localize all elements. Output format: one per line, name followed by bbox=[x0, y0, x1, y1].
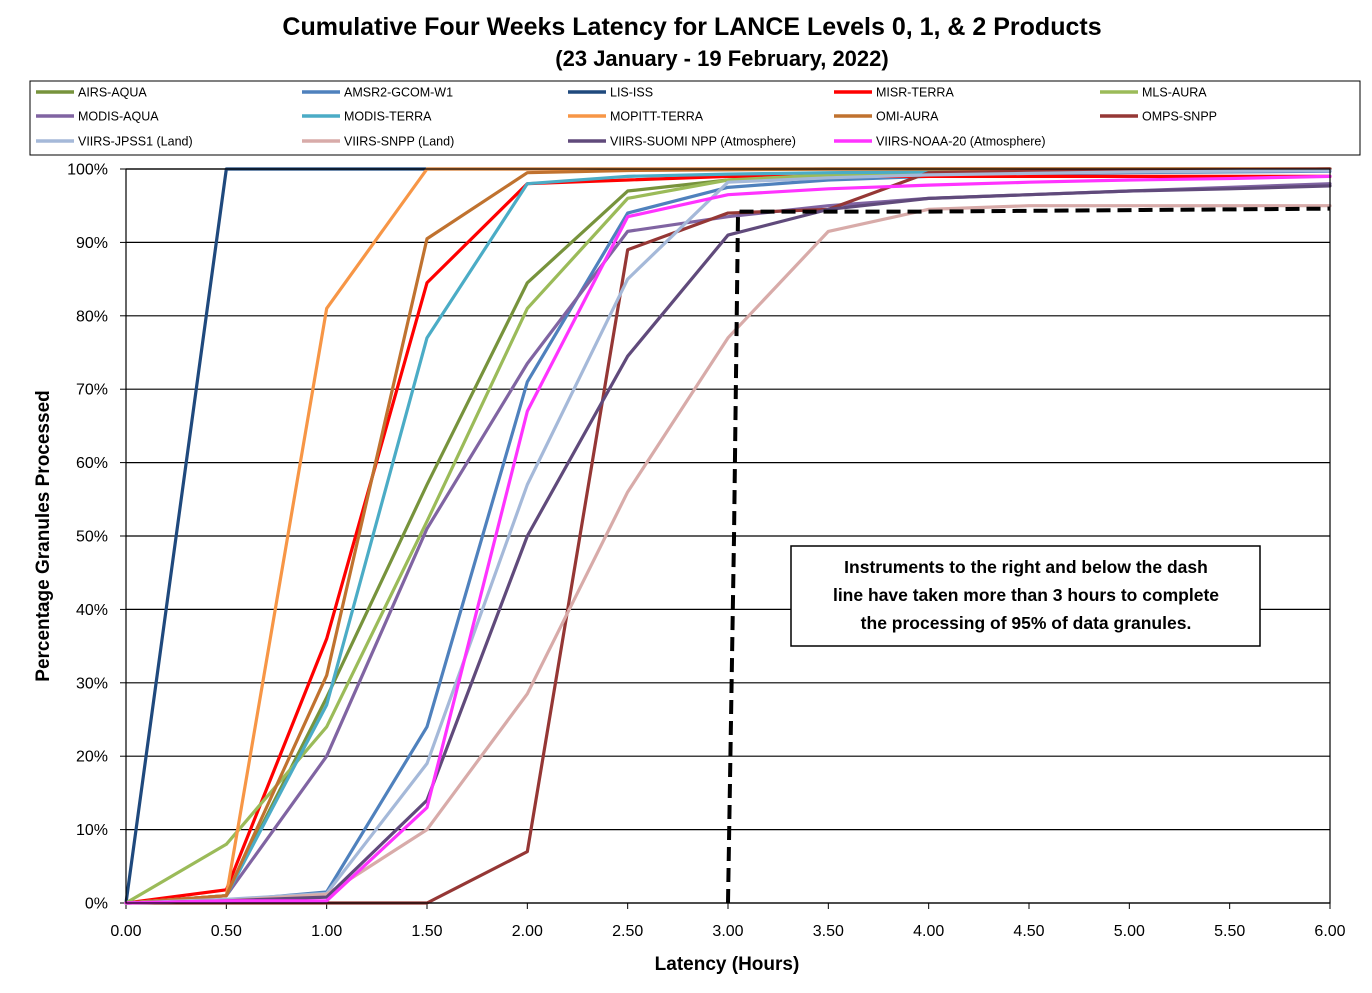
legend-label: MISR-TERRA bbox=[876, 86, 954, 100]
legend-label: OMPS-SNPP bbox=[1142, 110, 1217, 124]
legend-entry-misr-terra: MISR-TERRA bbox=[834, 86, 954, 100]
legend-label: VIIRS-JPSS1 (Land) bbox=[78, 135, 193, 149]
y-axis-label: Percentage Granules Processed bbox=[33, 390, 54, 681]
legend-entry-omi-aura: OMI-AURA bbox=[834, 110, 939, 124]
x-axis-ticks: 0.00 0.50 1.00 1.50 2.00 2.50 3.00 3.50 4.00 4.50… bbox=[110, 903, 1346, 940]
y-tick-label: 70% bbox=[76, 382, 108, 399]
legend-entry-modis-terra: MODIS-TERRA bbox=[302, 110, 432, 124]
legend-label: MODIS-TERRA bbox=[344, 110, 432, 124]
legend-label: LIS-ISS bbox=[610, 86, 653, 100]
legend-entry-viirs-jpss1-land: VIIRS-JPSS1 (Land) bbox=[36, 135, 193, 149]
legend-entry-mopitt-terra: MOPITT-TERRA bbox=[568, 110, 704, 124]
legend: AIRS-AQUA AMSR2-GCOM-W1 LIS-ISS MISR-TERRA M… bbox=[36, 86, 1217, 149]
y-tick-label: 10% bbox=[76, 822, 108, 839]
y-tick-label: 0% bbox=[85, 896, 108, 913]
x-tick-label: 5.50 bbox=[1214, 923, 1245, 940]
x-tick-label: 2.00 bbox=[512, 923, 543, 940]
x-tick-label: 4.50 bbox=[1013, 923, 1044, 940]
y-tick-label: 100% bbox=[67, 162, 108, 179]
y-tick-label: 30% bbox=[76, 675, 108, 692]
plot-area-border bbox=[125, 168, 1331, 904]
legend-entry-airs-aqua: AIRS-AQUA bbox=[36, 86, 147, 100]
legend-label: VIIRS-SNPP (Land) bbox=[344, 135, 454, 149]
legend-entry-modis-aqua: MODIS-AQUA bbox=[36, 110, 159, 124]
annotation-line-1: Instruments to the right and below the d… bbox=[844, 557, 1208, 577]
legend-label: MLS-AURA bbox=[1142, 86, 1207, 100]
legend-entry-amsr2-gcom-w1: AMSR2-GCOM-W1 bbox=[302, 86, 453, 100]
legend-label: AIRS-AQUA bbox=[78, 86, 147, 100]
legend-entry-viirs-snpp-land: VIIRS-SNPP (Land) bbox=[302, 135, 454, 149]
threshold-dash-line bbox=[726, 206, 1331, 904]
legend-entry-viirs-suomi-npp-atmosphere: VIIRS-SUOMI NPP (Atmosphere) bbox=[568, 135, 796, 149]
legend-label: AMSR2-GCOM-W1 bbox=[344, 86, 453, 100]
annotation-line-2: line have taken more than 3 hours to com… bbox=[833, 585, 1219, 605]
chart-title: Cumulative Four Weeks Latency for LANCE … bbox=[282, 13, 1101, 41]
x-tick-label: 1.00 bbox=[311, 923, 342, 940]
x-axis-label: Latency (Hours) bbox=[655, 954, 800, 975]
x-tick-label: 3.00 bbox=[712, 923, 743, 940]
legend-label: MOPITT-TERRA bbox=[610, 110, 704, 124]
legend-label: OMI-AURA bbox=[876, 110, 939, 124]
y-tick-label: 40% bbox=[76, 602, 108, 619]
legend-box bbox=[29, 80, 1361, 156]
x-tick-label: 0.50 bbox=[211, 923, 242, 940]
x-tick-label: 0.00 bbox=[110, 923, 141, 940]
series-line-viirs-noaa-20-atmosphere bbox=[124, 174, 1332, 905]
series-line-viirs-suomi-npp-atmosphere bbox=[124, 184, 1332, 905]
legend-entry-viirs-noaa-20-atmosphere: VIIRS-NOAA-20 (Atmosphere) bbox=[834, 135, 1046, 149]
legend-label: VIIRS-NOAA-20 (Atmosphere) bbox=[876, 135, 1046, 149]
annotation-box: Instruments to the right and below the d… bbox=[790, 545, 1261, 647]
y-axis-ticks: 0% 10% 20% 30% 40% 50% 60% 70% 80% 90% 100% bbox=[67, 162, 126, 913]
annotation-line-3: the processing of 95% of data granules. bbox=[861, 613, 1192, 633]
series-line-misr-terra bbox=[124, 174, 1332, 905]
legend-entry-mls-aura: MLS-AURA bbox=[1100, 86, 1207, 100]
x-tick-label: 2.50 bbox=[612, 923, 643, 940]
y-tick-label: 60% bbox=[76, 455, 108, 472]
y-tick-label: 20% bbox=[76, 749, 108, 766]
y-tick-label: 90% bbox=[76, 235, 108, 252]
legend-label: VIIRS-SUOMI NPP (Atmosphere) bbox=[610, 135, 796, 149]
x-tick-label: 1.50 bbox=[411, 923, 442, 940]
x-tick-label: 6.00 bbox=[1314, 923, 1345, 940]
x-tick-label: 5.00 bbox=[1114, 923, 1145, 940]
legend-label: MODIS-AQUA bbox=[78, 110, 159, 124]
y-tick-label: 50% bbox=[76, 529, 108, 546]
series-line-viirs-snpp-land bbox=[124, 204, 1332, 905]
chart-subtitle: (23 January - 19 February, 2022) bbox=[555, 46, 888, 71]
x-tick-label: 3.50 bbox=[813, 923, 844, 940]
x-tick-label: 4.00 bbox=[913, 923, 944, 940]
legend-entry-omps-snpp: OMPS-SNPP bbox=[1100, 110, 1217, 124]
legend-entry-lis-iss: LIS-ISS bbox=[568, 86, 653, 100]
y-tick-label: 80% bbox=[76, 308, 108, 325]
